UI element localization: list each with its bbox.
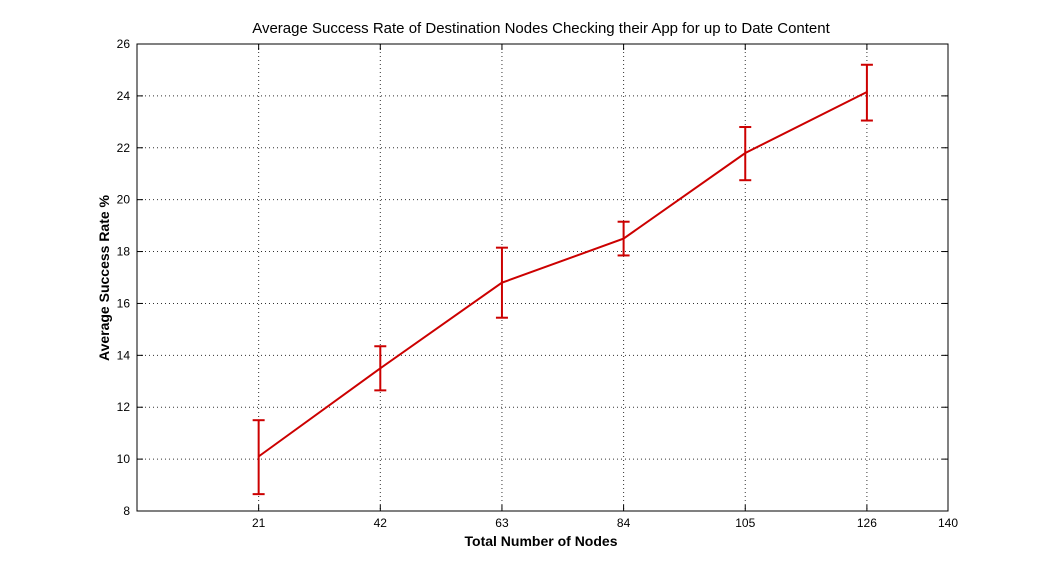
error-bar — [739, 126, 752, 182]
error-bar — [495, 246, 508, 319]
data-point — [744, 152, 746, 154]
x-tick-label: 126 — [857, 516, 877, 530]
error-bar — [374, 345, 387, 392]
y-tick-label: 14 — [117, 348, 131, 362]
y-tick-label: 12 — [117, 400, 131, 414]
y-tick-label: 24 — [117, 89, 131, 103]
chart-title: Average Success Rate of Destination Node… — [252, 20, 830, 37]
data-point — [501, 282, 503, 284]
y-tick-label: 26 — [117, 37, 131, 51]
x-axis-label: Total Number of Nodes — [465, 533, 618, 549]
x-tick-label: 140 — [938, 516, 958, 530]
data-point — [379, 367, 381, 369]
tick-layer: 8 10 12 14 16 18 20 22 24 26 21 42 63 84 105 126 140 — [117, 37, 959, 530]
series-line — [258, 91, 868, 458]
x-tick-label: 42 — [374, 516, 388, 530]
x-tick-label: 63 — [495, 516, 509, 530]
data-point — [258, 456, 260, 458]
y-tick-label: 20 — [117, 193, 131, 207]
error-bar — [252, 419, 265, 496]
error-bar — [617, 220, 630, 257]
y-tick-label: 8 — [123, 504, 130, 518]
y-tick-label: 22 — [117, 141, 131, 155]
y-axis-label: Average Success Rate % — [96, 194, 112, 361]
plot-frame — [136, 43, 949, 512]
data-point — [623, 238, 625, 240]
y-tick-label: 18 — [117, 245, 131, 259]
x-tick-label: 84 — [617, 516, 631, 530]
error-bar — [860, 63, 873, 122]
x-tick-label: 21 — [252, 516, 266, 530]
y-tick-label: 10 — [117, 452, 131, 466]
y-tick-label: 16 — [117, 296, 131, 310]
series-layer — [252, 63, 873, 496]
data-point — [866, 91, 868, 93]
x-tick-label: 105 — [735, 516, 755, 530]
